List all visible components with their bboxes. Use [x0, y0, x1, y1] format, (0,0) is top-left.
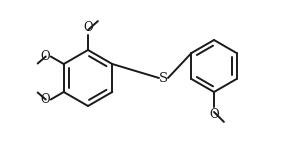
Text: O: O: [209, 108, 219, 121]
Text: O: O: [83, 21, 93, 34]
Text: S: S: [158, 72, 168, 84]
Text: O: O: [40, 50, 50, 63]
Text: O: O: [40, 93, 50, 106]
